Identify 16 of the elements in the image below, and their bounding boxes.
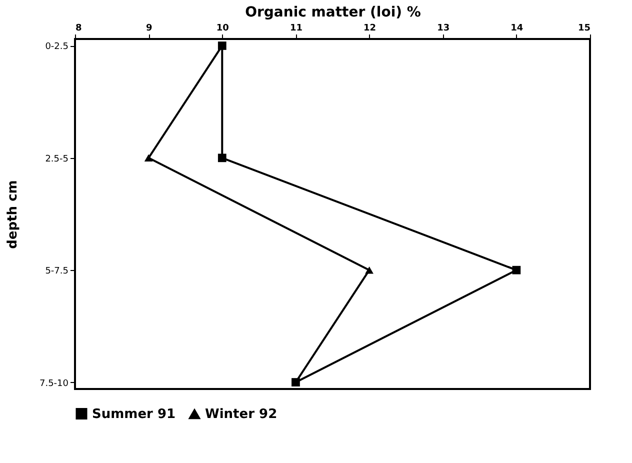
x-tick-label: 8: [76, 24, 82, 34]
x-tick-label: 13: [437, 24, 450, 34]
y-tick-label: 7.5-10: [39, 378, 69, 389]
x-tick-label: 11: [290, 24, 302, 34]
x-tick-label: 10: [216, 24, 229, 34]
x-tick-label: 9: [146, 24, 152, 34]
legend-label: Summer 91: [92, 406, 176, 422]
y-tick-label: 0-2.5: [45, 42, 68, 52]
x-tick-label: 14: [510, 24, 524, 34]
legend-label: Winter 92: [205, 407, 278, 422]
x-tick-label: 12: [364, 24, 376, 34]
y-axis-title: depth cm: [5, 180, 20, 249]
y-tick-label: 5-7.5: [45, 266, 68, 277]
y-tick-label: 2.5-5: [45, 154, 68, 164]
x-axis-title: Organic matter (loi) %: [245, 4, 421, 20]
x-tick-label: 15: [578, 24, 590, 34]
